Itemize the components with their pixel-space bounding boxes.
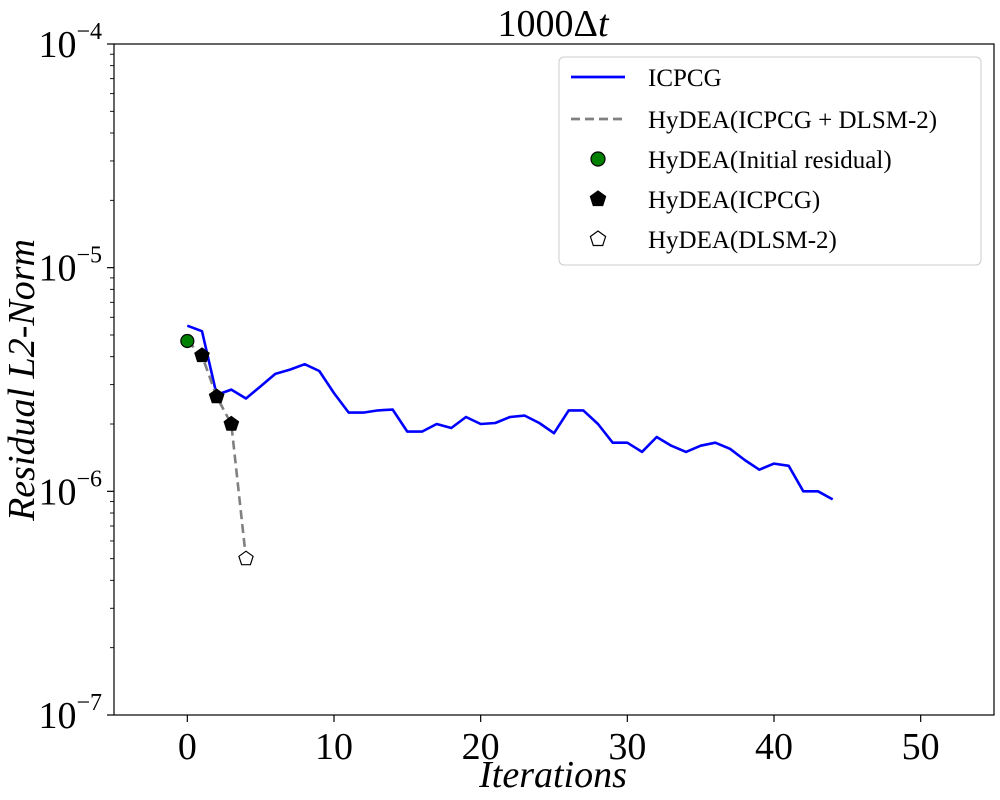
series-line-icpcg: [186, 324, 834, 501]
legend-label-icpcg: ICPCG: [648, 65, 722, 92]
x-tick-label: 40: [755, 726, 793, 768]
y-axis-label: Residual L2-Norm: [1, 239, 43, 522]
y-tick-label: 10−6: [38, 466, 102, 513]
series-layer: [180, 324, 834, 566]
x-tick-label: 50: [902, 726, 940, 768]
y-axis-ticks: 10−7 10−6 10−5 10−4: [38, 19, 114, 737]
legend: ICPCG HyDEA(ICPCG + DLSM-2) HyDEA(Initia…: [558, 56, 982, 266]
x-tick-label: 30: [608, 726, 646, 768]
legend-initial-residual-marker: [590, 151, 606, 167]
y-minor-ticks: [110, 53, 114, 649]
hydea-dlsm-point: [238, 550, 254, 566]
y-tick-label: 10−5: [38, 243, 102, 290]
x-tick-label: 0: [178, 726, 197, 768]
x-tick-label: 10: [315, 726, 353, 768]
initial-residual-point: [180, 333, 195, 349]
hydea-icpcg-point: [194, 347, 210, 363]
legend-dlsm-pentagon-marker: [589, 230, 607, 247]
x-axis-label: Iterations: [478, 754, 627, 796]
y-tick-label: 10−4: [38, 19, 102, 66]
hydea-icpcg-point: [223, 415, 240, 431]
legend-label-initial-residual: HyDEA(Initial residual): [648, 147, 892, 174]
x-tick-label: 20: [462, 726, 500, 768]
legend-label-hydea-icpcg: HyDEA(ICPCG): [648, 187, 820, 214]
legend-box: [558, 56, 982, 266]
hydea-icpcg-point: [208, 388, 225, 404]
plot-area-frame: [113, 43, 995, 716]
legend-label-hydea-dlsm: HyDEA(DLSM-2): [648, 227, 837, 254]
legend-icpcg-pentagon-marker: [589, 190, 607, 207]
series-line-hydea-combined: [186, 340, 248, 559]
y-tick-label: 10−7: [38, 690, 102, 737]
legend-label-hydea-combined: HyDEA(ICPCG + DLSM-2): [648, 107, 937, 134]
chart-title: 1000Δt: [498, 3, 610, 45]
x-axis-ticks: 0 10 20 30 40 50: [178, 715, 940, 768]
